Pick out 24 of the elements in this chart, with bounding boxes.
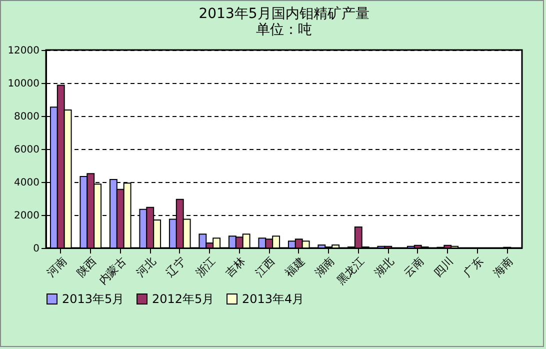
legend-label: 2012年5月 (152, 292, 214, 306)
chart-title: 2013年5月国内钼精矿产量 (198, 6, 370, 22)
x-tick-label: 云南 (402, 254, 426, 280)
chart-subtitle: 单位：吨 (256, 22, 312, 38)
legend-label: 2013年5月 (62, 292, 124, 306)
x-tick-label: 湖北 (372, 254, 397, 280)
legend-label: 2013年4月 (242, 292, 304, 306)
x-tick-label: 海南 (490, 254, 516, 280)
x-tick-label: 广东 (461, 254, 486, 280)
y-tick-label: 2000 (14, 210, 40, 222)
x-tick-label: 吉林 (223, 254, 248, 280)
y-tick-label: 4000 (14, 178, 40, 188)
y-tick-label: 6000 (14, 144, 40, 156)
x-tick-label: 四川 (431, 254, 456, 280)
y-tick-label: 10000 (8, 78, 40, 90)
x-tick-label: 河南 (44, 254, 70, 280)
x-tick-label: 江西 (252, 254, 278, 280)
x-tick-label: 福建 (282, 254, 308, 280)
x-tick-label: 河北 (134, 254, 159, 280)
y-tick-label: 0 (33, 244, 40, 254)
y-tick-label: 8000 (14, 112, 40, 122)
x-tick-label: 辽宁 (164, 254, 188, 280)
x-tick-label: 浙江 (193, 254, 218, 280)
y-tick-label: 12000 (8, 46, 40, 56)
